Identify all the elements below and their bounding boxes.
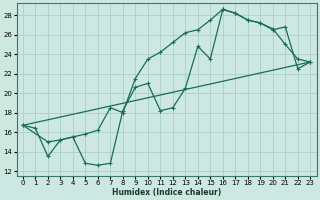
X-axis label: Humidex (Indice chaleur): Humidex (Indice chaleur) xyxy=(112,188,221,197)
